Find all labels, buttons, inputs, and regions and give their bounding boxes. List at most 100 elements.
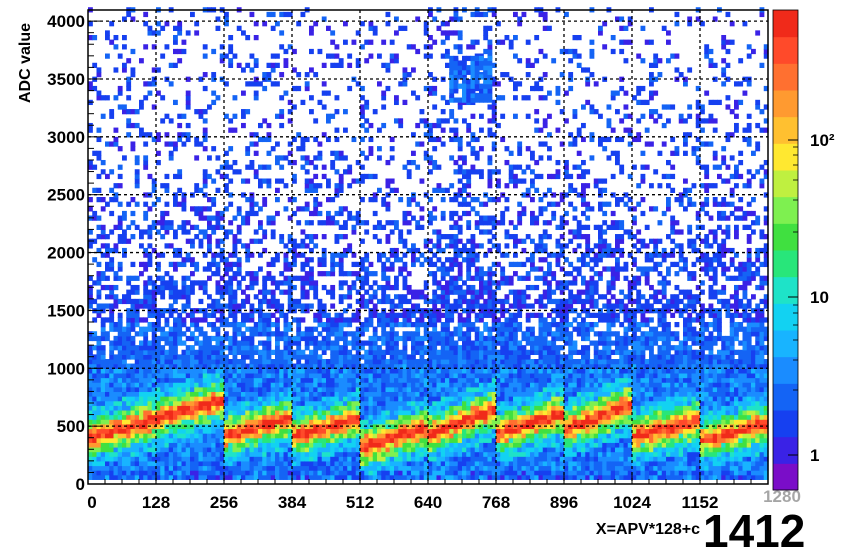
heatmap-cell <box>156 391 161 397</box>
heatmap-cell <box>449 451 455 457</box>
heatmap-cell <box>326 178 331 184</box>
heatmap-cell <box>219 405 225 411</box>
heatmap-cell <box>428 405 433 411</box>
heatmap-cell <box>415 391 421 397</box>
heatmap-cell <box>419 428 425 434</box>
heatmap-cell <box>411 159 416 166</box>
heatmap-cell <box>258 238 263 244</box>
heatmap-cell <box>173 294 178 300</box>
heatmap-cell <box>304 437 310 443</box>
heatmap-cell <box>355 460 361 467</box>
heatmap-cell <box>436 460 442 467</box>
heatmap-cell <box>415 349 421 355</box>
heatmap-cell <box>88 243 93 249</box>
heatmap-cell <box>126 201 132 207</box>
heatmap-cell <box>253 391 259 397</box>
heatmap-cell <box>151 456 157 462</box>
heatmap-cell <box>326 382 331 388</box>
heatmap-cell <box>275 419 280 425</box>
heatmap-cell <box>164 437 170 443</box>
heatmap-cell <box>279 303 285 309</box>
heatmap-cell <box>453 197 459 203</box>
heatmap-cell <box>88 345 93 351</box>
heatmap-cell <box>466 303 472 309</box>
heatmap-cell <box>219 433 225 439</box>
heatmap-cell <box>177 21 183 27</box>
heatmap-cell <box>432 243 438 249</box>
heatmap-cell <box>304 201 310 207</box>
heatmap-cell <box>147 243 153 249</box>
heatmap-cell <box>117 215 123 221</box>
heatmap-cell <box>228 192 234 198</box>
heatmap-cell <box>440 234 446 240</box>
heatmap-cell <box>207 220 212 226</box>
heatmap-cell <box>466 400 472 406</box>
heatmap-cell <box>88 451 93 457</box>
heatmap-cell <box>202 317 208 323</box>
heatmap-cell <box>317 377 323 383</box>
heatmap-cell <box>402 284 408 291</box>
heatmap-cell <box>262 331 268 337</box>
heatmap-cell <box>168 414 174 420</box>
heatmap-cell <box>198 400 204 406</box>
heatmap-cell <box>126 437 132 443</box>
heatmap-cell <box>377 470 382 476</box>
heatmap-cell <box>177 460 183 467</box>
heatmap-cell <box>398 456 404 462</box>
heatmap-cell <box>428 44 433 50</box>
heatmap-cell <box>126 386 132 393</box>
heatmap-cell <box>304 433 310 439</box>
heatmap-cell <box>168 243 174 249</box>
heatmap-cell <box>330 215 336 221</box>
heatmap-cell <box>109 386 115 393</box>
heatmap-cell <box>462 201 467 207</box>
heatmap-cell <box>300 141 306 147</box>
heatmap-cell <box>122 104 127 110</box>
heatmap-cell <box>377 377 382 383</box>
heatmap-cell <box>317 428 323 434</box>
heatmap-cell <box>253 210 259 217</box>
heatmap-cell <box>415 433 421 439</box>
heatmap-cell <box>313 423 319 430</box>
heatmap-cell <box>156 197 161 203</box>
heatmap-cell <box>343 470 348 476</box>
heatmap-cell <box>279 30 285 36</box>
heatmap-cell <box>198 386 204 393</box>
heatmap-cell <box>449 437 455 443</box>
heatmap-cell <box>253 442 259 448</box>
heatmap-cell <box>406 312 412 318</box>
heatmap-cell <box>190 354 195 360</box>
heatmap-cell <box>134 446 140 453</box>
heatmap-cell <box>92 150 98 156</box>
heatmap-cell <box>355 363 361 369</box>
heatmap-cell <box>313 335 319 342</box>
heatmap-cell <box>419 465 425 471</box>
heatmap-cell <box>134 465 140 471</box>
heatmap-cell <box>270 474 276 480</box>
heatmap-cell <box>296 433 302 439</box>
heatmap-cell <box>151 294 157 300</box>
heatmap-cell <box>253 400 259 406</box>
heatmap-cell <box>164 368 170 374</box>
heatmap-cell <box>385 474 391 480</box>
heatmap-cell <box>398 396 404 402</box>
heatmap-cell <box>134 409 140 416</box>
heatmap-cell <box>360 354 365 360</box>
heatmap-cell <box>428 317 433 323</box>
heatmap-cell <box>241 382 246 388</box>
heatmap-cell <box>270 312 276 318</box>
heatmap-cell <box>130 72 136 78</box>
heatmap-cell <box>279 460 285 467</box>
heatmap-cell <box>351 368 357 374</box>
heatmap-cell <box>211 335 217 342</box>
heatmap-cell <box>330 372 336 379</box>
heatmap-cell <box>173 474 178 480</box>
heatmap-cell <box>398 354 404 360</box>
heatmap-cell <box>113 326 119 332</box>
heatmap-cell <box>347 354 353 360</box>
heatmap-cell <box>126 456 132 462</box>
heatmap-cell <box>275 303 280 309</box>
heatmap-cell <box>415 400 421 406</box>
heatmap-cell <box>343 340 348 346</box>
heatmap-cell <box>385 11 391 18</box>
